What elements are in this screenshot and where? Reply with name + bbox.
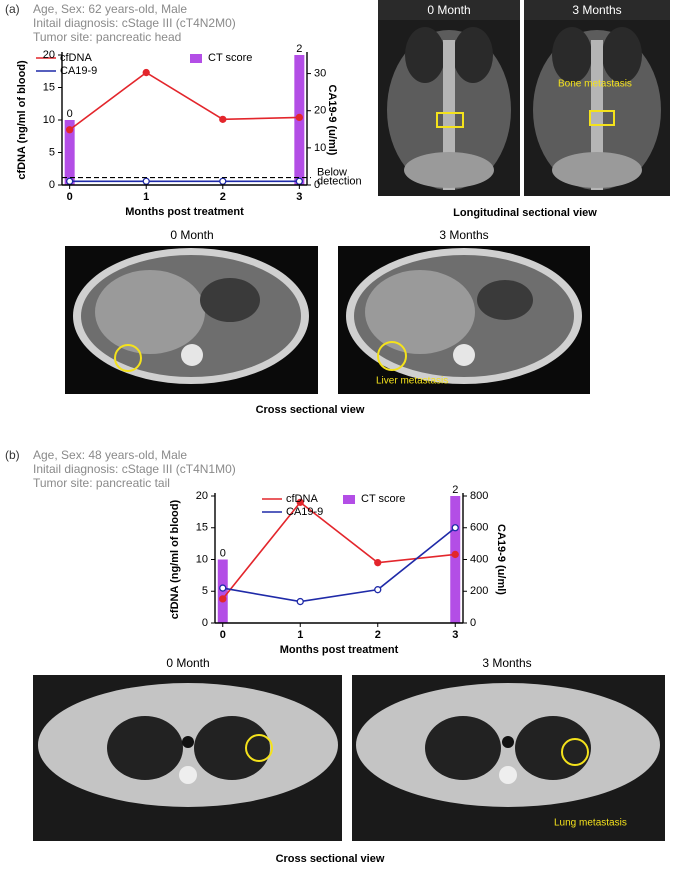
info-line: Age, Sex: 62 years-old, Male	[33, 2, 187, 16]
info-line: Tumor site: pancreatic tail	[33, 476, 170, 490]
bar-label: 2	[452, 484, 458, 496]
bar-label: 0	[220, 547, 226, 559]
point	[219, 177, 227, 185]
point	[66, 126, 74, 134]
legend-label: cfDNA	[286, 493, 318, 505]
x-tick-label: 2	[375, 629, 381, 641]
image-header	[378, 0, 520, 20]
x-tick-label: 0	[67, 191, 73, 203]
ct-image	[524, 20, 670, 196]
image-label: 0 Month	[166, 656, 209, 670]
y-tick-label: 10	[43, 114, 55, 126]
point	[295, 177, 303, 185]
image-header	[524, 0, 670, 20]
x-tick-label: 0	[220, 629, 226, 641]
image-annotation: Liver metastasis	[376, 376, 448, 387]
y-axis-title: cfDNA (ng/ml of blood)	[169, 499, 181, 619]
point	[296, 498, 304, 507]
point	[451, 524, 459, 532]
y2-tick-label: 30	[314, 67, 326, 79]
image-caption: Cross sectional view	[256, 404, 365, 416]
info-line: Initail diagnosis: cStage III (cT4N1M0)	[33, 462, 236, 476]
info-line: Tumor site: pancreatic head	[33, 30, 181, 44]
point	[219, 115, 227, 123]
y-axis-title: cfDNA (ng/ml of blood)	[16, 60, 28, 180]
legend-label: CA19-9	[286, 506, 323, 518]
x-tick-label: 3	[296, 191, 302, 203]
y-tick-label: 15	[196, 522, 208, 534]
legend-swatch	[343, 495, 355, 504]
image-label: 3 Months	[482, 656, 531, 670]
y-tick-label: 5	[49, 146, 55, 158]
point	[142, 68, 150, 77]
y-tick-label: 15	[43, 81, 55, 93]
annotation: detection	[317, 175, 362, 187]
info-line: Age, Sex: 48 years-old, Male	[33, 448, 187, 462]
bar-label: 2	[296, 43, 302, 55]
legend-label: CT score	[361, 493, 405, 505]
x-axis-title: Months post treatment	[280, 644, 399, 656]
image-annotation: Bone metastasis	[558, 79, 632, 90]
image-caption: Longitudinal sectional view	[453, 207, 597, 219]
legend-label: CA19-9	[60, 65, 97, 77]
y2-tick-label: 800	[470, 490, 488, 502]
x-tick-label: 1	[143, 191, 149, 203]
y2-axis-title: CA19-9 (u/ml)	[495, 524, 507, 595]
y2-tick-label: 20	[314, 105, 326, 117]
ct-image	[65, 246, 318, 394]
image-annotation: Lung metastasis	[554, 818, 627, 829]
y2-tick-label: 10	[314, 142, 326, 154]
x-tick-label: 1	[297, 629, 303, 641]
point	[142, 177, 150, 185]
y-tick-label: 5	[202, 585, 208, 597]
bar	[450, 496, 461, 623]
y-tick-label: 0	[49, 179, 55, 191]
point	[296, 597, 304, 606]
bar-label: 0	[67, 108, 73, 120]
x-tick-label: 3	[452, 629, 458, 641]
image-label: 3 Months	[439, 228, 488, 242]
line	[222, 527, 456, 603]
ct-image	[338, 246, 590, 394]
panel-label: (b)	[5, 448, 20, 462]
point	[219, 595, 227, 603]
ct-image	[352, 675, 665, 841]
y2-tick-label: 200	[470, 585, 488, 597]
line	[222, 501, 456, 600]
ct-image	[378, 20, 520, 196]
point	[66, 177, 74, 185]
legend-swatch	[190, 54, 202, 63]
y2-tick-label: 0	[314, 179, 320, 191]
y2-tick-label: 400	[470, 553, 488, 565]
point	[374, 559, 382, 567]
y-tick-label: 20	[196, 490, 208, 502]
legend-label: cfDNA	[60, 52, 92, 64]
point	[451, 550, 459, 559]
annotation: Below	[317, 166, 347, 178]
ct-image	[33, 675, 342, 841]
line	[69, 71, 300, 131]
y-tick-label: 20	[43, 49, 55, 61]
image-caption: Cross sectional view	[276, 853, 385, 865]
image-label: 3 Months	[572, 3, 621, 17]
image-label: 0 Month	[170, 228, 213, 242]
info-line: Initail diagnosis: cStage III (cT4N2M0)	[33, 16, 236, 30]
x-tick-label: 2	[220, 191, 226, 203]
panel-label: (a)	[5, 2, 20, 16]
x-axis-title: Months post treatment	[125, 206, 244, 218]
point	[374, 586, 382, 594]
point	[295, 113, 303, 122]
bar	[64, 120, 75, 185]
point	[219, 584, 227, 592]
y2-tick-label: 600	[470, 522, 488, 534]
legend-label: CT score	[208, 52, 252, 64]
y-tick-label: 10	[196, 553, 208, 565]
y2-axis-title: CA19-9 (u/ml)	[326, 85, 338, 156]
y-tick-label: 0	[202, 617, 208, 629]
y2-tick-label: 0	[470, 617, 476, 629]
image-label: 0 Month	[427, 3, 470, 17]
